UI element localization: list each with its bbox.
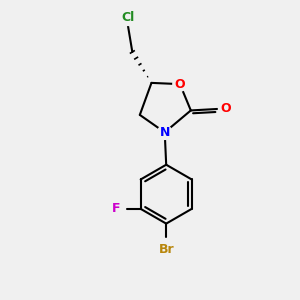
- Text: N: N: [160, 126, 170, 139]
- Circle shape: [110, 202, 123, 215]
- Circle shape: [158, 240, 175, 258]
- Text: O: O: [220, 103, 231, 116]
- Text: Br: Br: [158, 243, 174, 256]
- Circle shape: [158, 125, 172, 140]
- Circle shape: [173, 77, 187, 91]
- Circle shape: [120, 9, 136, 26]
- Text: O: O: [175, 78, 185, 91]
- Circle shape: [218, 102, 233, 116]
- Text: Cl: Cl: [121, 11, 134, 24]
- Text: F: F: [112, 202, 121, 215]
